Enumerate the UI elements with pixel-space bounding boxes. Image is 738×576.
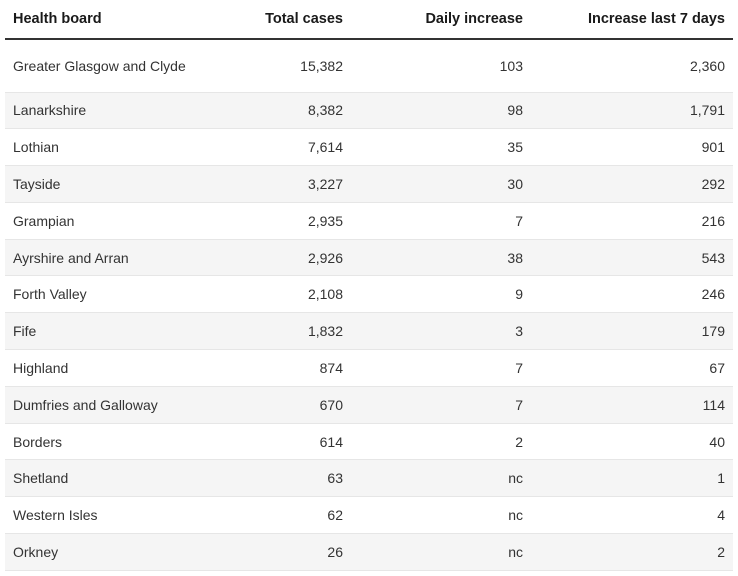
cell-health-board: Greater Glasgow and Clyde: [5, 39, 195, 93]
table-row: Borders 614 2 40: [5, 423, 733, 461]
cell-daily-increase: 7: [351, 386, 531, 424]
table-row: Highland 874 7 67: [5, 349, 733, 387]
cell-health-board: Ayrshire and Arran: [5, 239, 195, 277]
cell-daily-increase: 7: [351, 202, 531, 240]
table-body: Greater Glasgow and Clyde 15,382 103 2,3…: [5, 39, 733, 571]
cell-increase-last-7-days: 40: [531, 423, 733, 461]
header-increase-last-7-days[interactable]: Increase last 7 days: [531, 0, 733, 40]
cell-increase-last-7-days: 2,360: [531, 39, 733, 93]
table-row: Dumfries and Galloway 670 7 114: [5, 386, 733, 424]
cell-health-board: Western Isles: [5, 496, 195, 535]
table-row: Shetland 63 nc 1: [5, 459, 733, 498]
cell-increase-last-7-days: 216: [531, 202, 733, 240]
cell-total-cases: 3,227: [195, 165, 351, 203]
table-row: Greater Glasgow and Clyde 15,382 103 2,3…: [5, 39, 733, 93]
cell-daily-increase: 35: [351, 128, 531, 167]
cell-health-board: Orkney: [5, 533, 195, 571]
table-row: Ayrshire and Arran 2,926 38 543: [5, 239, 733, 277]
health-board-table: Health board Total cases Daily increase …: [5, 0, 733, 571]
table-row: Grampian 2,935 7 216: [5, 202, 733, 240]
cell-daily-increase: nc: [351, 496, 531, 535]
cell-total-cases: 2,108: [195, 275, 351, 314]
cell-health-board: Fife: [5, 312, 195, 351]
cell-health-board: Dumfries and Galloway: [5, 386, 195, 424]
cell-total-cases: 62: [195, 496, 351, 535]
table-row: Western Isles 62 nc 4: [5, 496, 733, 535]
cell-health-board: Lanarkshire: [5, 92, 195, 130]
cell-health-board: Forth Valley: [5, 275, 195, 314]
cell-total-cases: 8,382: [195, 92, 351, 130]
cell-increase-last-7-days: 4: [531, 496, 733, 535]
cell-daily-increase: 103: [351, 39, 531, 93]
cell-health-board: Lothian: [5, 128, 195, 167]
cell-increase-last-7-days: 543: [531, 239, 733, 277]
cell-total-cases: 2,926: [195, 239, 351, 277]
cell-health-board: Shetland: [5, 459, 195, 498]
table-row: Forth Valley 2,108 9 246: [5, 275, 733, 314]
table-row: Tayside 3,227 30 292: [5, 165, 733, 203]
cell-total-cases: 670: [195, 386, 351, 424]
cell-total-cases: 26: [195, 533, 351, 571]
header-daily-increase[interactable]: Daily increase: [351, 0, 531, 40]
cell-total-cases: 15,382: [195, 39, 351, 93]
cell-daily-increase: 7: [351, 349, 531, 387]
table-row: Fife 1,832 3 179: [5, 312, 733, 351]
cell-total-cases: 2,935: [195, 202, 351, 240]
cell-health-board: Highland: [5, 349, 195, 387]
cell-total-cases: 1,832: [195, 312, 351, 351]
cell-daily-increase: 30: [351, 165, 531, 203]
cell-daily-increase: 2: [351, 423, 531, 461]
table-row: Lanarkshire 8,382 98 1,791: [5, 92, 733, 130]
cell-daily-increase: nc: [351, 459, 531, 498]
cell-increase-last-7-days: 246: [531, 275, 733, 314]
cell-health-board: Tayside: [5, 165, 195, 203]
cell-daily-increase: 38: [351, 239, 531, 277]
cell-total-cases: 7,614: [195, 128, 351, 167]
table-row: Lothian 7,614 35 901: [5, 128, 733, 167]
health-board-table-container: Health board Total cases Daily increase …: [5, 0, 733, 571]
cell-daily-increase: nc: [351, 533, 531, 571]
cell-daily-increase: 3: [351, 312, 531, 351]
cell-total-cases: 614: [195, 423, 351, 461]
table-header: Health board Total cases Daily increase …: [5, 0, 733, 40]
cell-daily-increase: 98: [351, 92, 531, 130]
cell-increase-last-7-days: 179: [531, 312, 733, 351]
cell-daily-increase: 9: [351, 275, 531, 314]
cell-increase-last-7-days: 1,791: [531, 92, 733, 130]
cell-increase-last-7-days: 292: [531, 165, 733, 203]
header-total-cases[interactable]: Total cases: [195, 0, 351, 40]
header-row: Health board Total cases Daily increase …: [5, 0, 733, 40]
cell-total-cases: 874: [195, 349, 351, 387]
table-row: Orkney 26 nc 2: [5, 533, 733, 571]
cell-increase-last-7-days: 67: [531, 349, 733, 387]
cell-total-cases: 63: [195, 459, 351, 498]
cell-increase-last-7-days: 2: [531, 533, 733, 571]
cell-increase-last-7-days: 114: [531, 386, 733, 424]
cell-increase-last-7-days: 1: [531, 459, 733, 498]
cell-health-board: Borders: [5, 423, 195, 461]
cell-health-board: Grampian: [5, 202, 195, 240]
cell-increase-last-7-days: 901: [531, 128, 733, 167]
header-health-board[interactable]: Health board: [5, 0, 195, 40]
